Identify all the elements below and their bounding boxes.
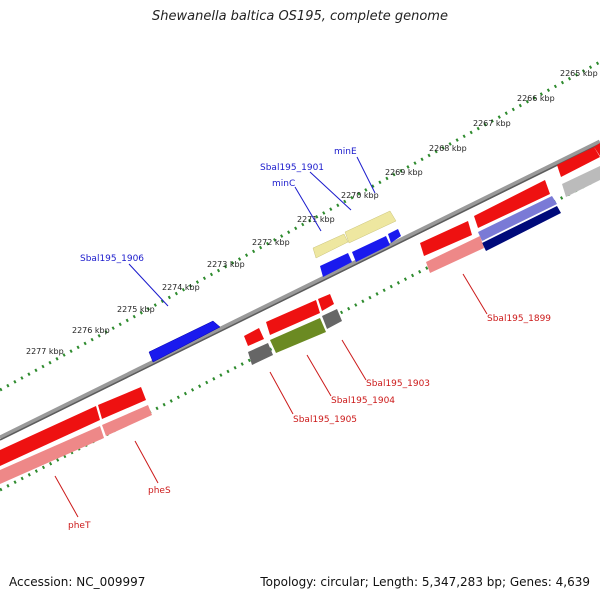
accession-text: Accession: NC_009997: [9, 575, 146, 589]
reverse-leader-lines: [54, 273, 488, 518]
gene-minC[interactable]: [320, 253, 352, 277]
gene-red-right-3[interactable]: [557, 147, 600, 177]
gene-label-pheS: pheS: [148, 486, 171, 496]
gene-Sbal195_1905[interactable]: [248, 343, 273, 365]
kbp-label: 2275 kbp: [117, 305, 155, 314]
gene-red-right-2[interactable]: [474, 180, 550, 228]
gene-red-small[interactable]: [244, 328, 264, 346]
kbp-label: 2266 kbp: [517, 94, 555, 103]
feature-yellow-1: [312, 233, 349, 259]
gene-Sbal195_1906[interactable]: [148, 320, 221, 363]
gene-pheS[interactable]: [102, 405, 152, 436]
kbp-label: 2268 kbp: [429, 144, 467, 153]
gene-Sbal195_1904[interactable]: [270, 318, 326, 353]
genome-backbone: [0, 139, 600, 441]
gene-label-Sbal195_1905: Sbal195_1905: [293, 415, 357, 425]
kbp-label: 2272 kbp: [252, 238, 290, 247]
gene-red-mid[interactable]: [266, 300, 320, 335]
gene-label-Sbal195_1903: Sbal195_1903: [366, 379, 430, 389]
kbp-scale-outer: [0, 60, 600, 392]
gene-Sbal195_1899[interactable]: [426, 236, 484, 273]
gene-grey-right[interactable]: [562, 166, 600, 197]
kbp-label: 2274 kbp: [162, 283, 200, 292]
gene-pheT[interactable]: [0, 426, 104, 484]
gene-label-Sbal195_1904: Sbal195_1904: [331, 396, 395, 406]
gene-red-upper-2[interactable]: [98, 387, 146, 419]
kbp-label: 2271 kbp: [297, 215, 335, 224]
gene-Sbal195_1901[interactable]: [352, 236, 390, 262]
feature-navy: [482, 206, 561, 251]
gene-red-right-1[interactable]: [420, 221, 472, 256]
kbp-label: 2270 kbp: [341, 191, 379, 200]
forward-strand-features: [148, 196, 561, 363]
gene-red-tip[interactable]: [318, 294, 334, 311]
gene-label-pheT: pheT: [68, 521, 91, 531]
kbp-label: 2267 kbp: [473, 119, 511, 128]
kbp-label: 2273 kbp: [207, 260, 245, 269]
gene-minE[interactable]: [388, 229, 401, 243]
gene-label-minC: minC: [272, 179, 295, 189]
feature-blue-light: [478, 196, 557, 241]
reverse-strand-lower: [0, 166, 600, 484]
kbp-labels: 2265 kbp 2266 kbp 2267 kbp 2268 kbp 2269…: [26, 69, 598, 356]
gene-label-Sbal195_1899: Sbal195_1899: [487, 314, 551, 324]
gene-red-upper-1[interactable]: [0, 406, 100, 466]
gene-label-minE: minE: [334, 147, 357, 157]
forward-leader-lines: [128, 156, 376, 307]
gene-Sbal195_1903[interactable]: [322, 309, 342, 329]
kbp-label: 2277 kbp: [26, 347, 64, 356]
kbp-label: 2269 kbp: [385, 168, 423, 177]
genome-title: Shewanella baltica OS195, complete genom…: [152, 9, 448, 24]
feature-yellow-2: [344, 210, 397, 244]
kbp-label: 2265 kbp: [560, 69, 598, 78]
genome-summary-text: Topology: circular; Length: 5,347,283 bp…: [260, 575, 590, 589]
gene-label-Sbal195_1906: Sbal195_1906: [80, 254, 144, 264]
gene-label-Sbal195_1901: Sbal195_1901: [260, 163, 324, 173]
reverse-strand-upper: [0, 143, 600, 466]
kbp-label: 2276 kbp: [72, 326, 110, 335]
